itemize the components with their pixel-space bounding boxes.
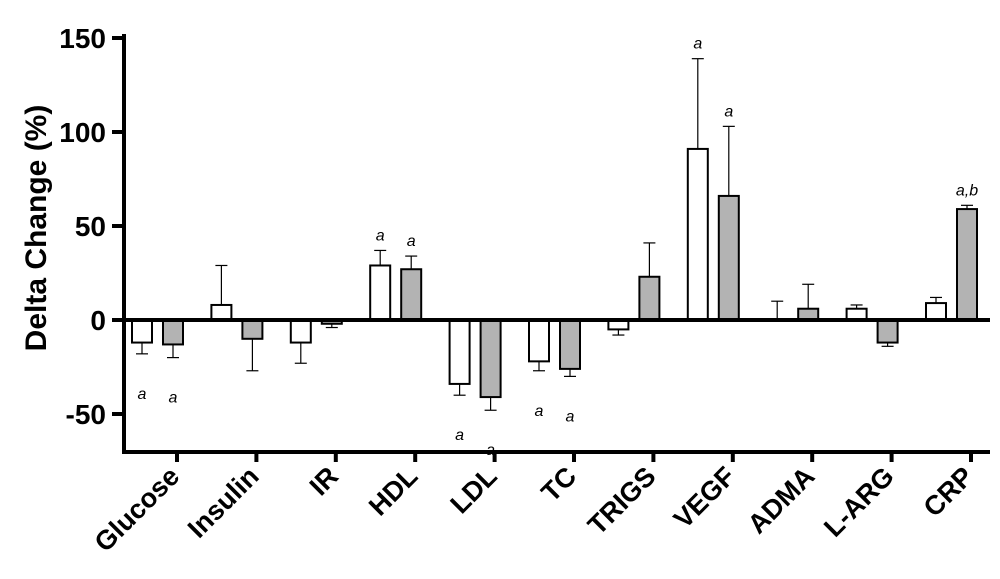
bar-vegf-series-2: [717, 194, 740, 321]
bars-layer: [131, 147, 978, 399]
y-tick-label-150: 150: [59, 23, 106, 54]
significance-label-hdl-series-1: a: [376, 227, 385, 244]
bar-insulin-series-2: [241, 319, 264, 340]
bar-vegf-series-1: [686, 147, 709, 321]
bar-ldl-series-1: [448, 319, 471, 385]
bar-hdl-series-1: [369, 264, 392, 322]
bar-tc-series-1: [528, 319, 550, 363]
error-bars-layer: [136, 58, 973, 411]
x-tick-label-tc: TC: [536, 461, 583, 508]
x-tick-label-adma: ADMA: [742, 461, 820, 539]
significance-label-tc-series-2: a: [566, 408, 575, 425]
bar-crp-series-2: [956, 208, 978, 321]
significance-label-glucose-series-1: a: [138, 386, 147, 403]
y-tick-label-0: 0: [90, 305, 106, 336]
bar-trigs-series-2: [638, 275, 661, 322]
significance-label-ldl-series-2: a: [486, 442, 495, 459]
y-axis-label: Delta Change (%): [20, 105, 53, 352]
bar-glucose-series-2: [162, 319, 184, 346]
axes-layer: [112, 34, 990, 462]
bar-crp-series-1: [925, 302, 947, 321]
significance-label-glucose-series-2: a: [169, 390, 178, 407]
significance-label-ldl-series-1: a: [455, 427, 464, 444]
y-tick-label--50: -50: [66, 399, 106, 430]
x-tick-label-l-arg: L-ARG: [818, 461, 900, 543]
y-tick-label-50: 50: [75, 211, 106, 242]
significance-label-vegf-series-2: a: [724, 103, 733, 120]
bar-insulin-series-1: [210, 303, 233, 321]
x-tick-label-trigs: TRIGS: [582, 461, 662, 541]
significance-label-vegf-series-1: a: [693, 36, 702, 53]
bar-ir-series-1: [289, 319, 312, 344]
significance-label-crp-series-2: a,b: [956, 182, 978, 199]
bar-hdl-series-2: [400, 268, 423, 321]
significance-label-tc-series-1: a: [535, 403, 544, 420]
x-tick-label-hdl: HDL: [363, 461, 423, 521]
x-tick-label-insulin: Insulin: [182, 461, 265, 544]
x-tick-label-vegf: VEGF: [668, 461, 741, 534]
bar-l-arg-series-2: [876, 319, 899, 344]
bar-glucose-series-1: [131, 319, 153, 344]
y-tick-label-100: 100: [59, 117, 106, 148]
x-tick-label-ir: IR: [304, 461, 344, 501]
bar-ldl-series-2: [479, 319, 502, 399]
x-tick-label-glucose: Glucose: [89, 461, 186, 558]
bar-tc-series-2: [559, 319, 581, 370]
significance-label-hdl-series-2: a: [407, 233, 416, 250]
x-tick-label-ldl: LDL: [445, 461, 503, 519]
x-tick-label-crp: CRP: [918, 461, 980, 523]
